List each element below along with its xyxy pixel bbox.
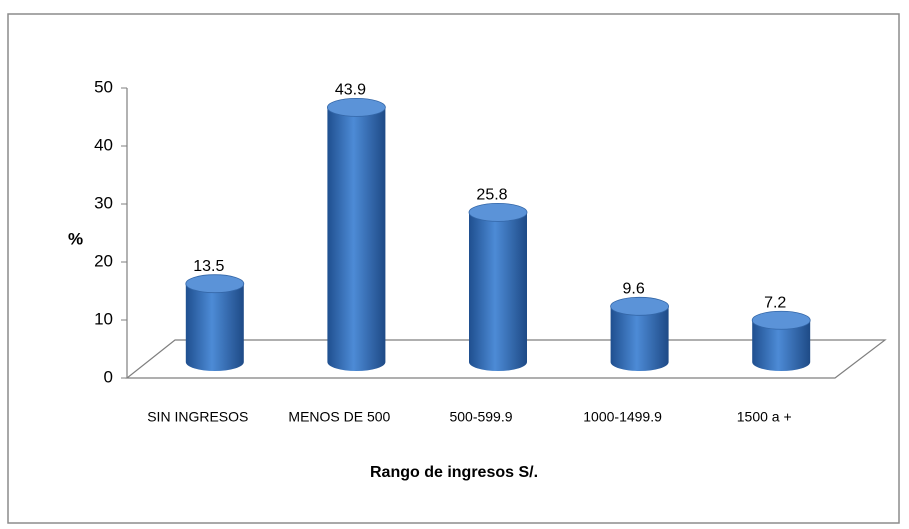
y-axis-label: % (68, 229, 83, 248)
value-label: 13.5 (193, 258, 224, 275)
x-tick-label: SIN INGRESOS (147, 409, 248, 425)
bar (327, 107, 386, 371)
value-label: 7.2 (764, 294, 786, 311)
x-tick-label: MENOS DE 500 (288, 409, 390, 425)
x-axis-label: Rango de ingresos S/. (370, 464, 538, 481)
chart-frame (7, 13, 900, 524)
bar-top (326, 97, 386, 117)
bar-top (610, 296, 669, 316)
value-label: 9.6 (622, 281, 644, 298)
bar (185, 283, 244, 371)
bar (469, 212, 527, 371)
value-label: 43.9 (335, 82, 366, 99)
value-label: 25.8 (476, 187, 507, 204)
bar (752, 320, 811, 371)
bar-top (751, 310, 811, 330)
bar (610, 306, 669, 371)
x-tick-label: 1500 a + (737, 409, 792, 425)
y-tick-label: 20 (94, 251, 113, 270)
y-tick-label: 10 (94, 309, 113, 328)
y-tick-label: 40 (94, 135, 113, 154)
x-tick-label: 1000-1499.9 (583, 409, 662, 425)
bar-top (468, 202, 528, 222)
y-tick-label: 50 (94, 77, 113, 96)
floor (125, 339, 887, 379)
x-tick-label: 500-599.9 (449, 409, 512, 425)
y-tick-label: 0 (104, 367, 113, 386)
bar-top (185, 274, 245, 294)
y-tick-label: 30 (94, 193, 113, 212)
